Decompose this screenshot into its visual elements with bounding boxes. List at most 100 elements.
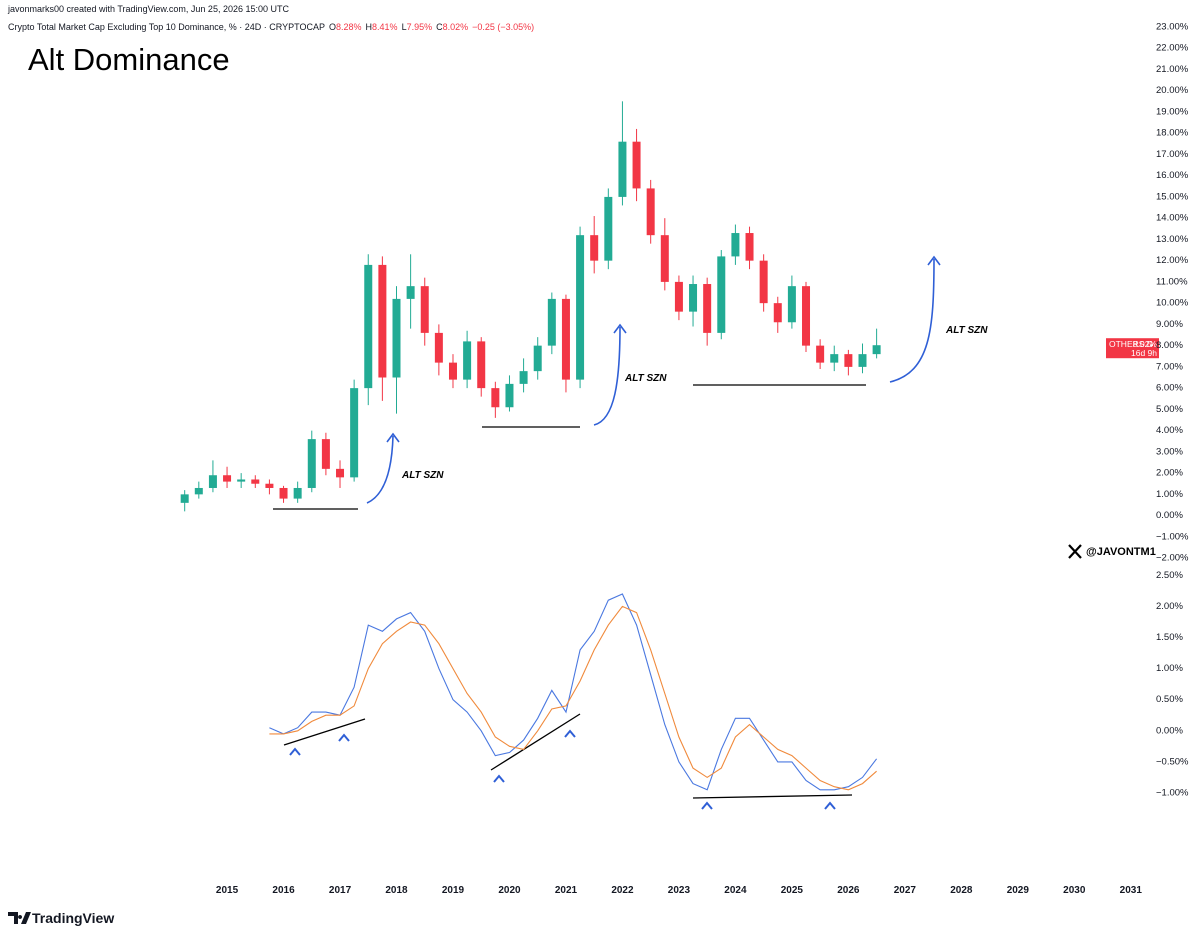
y-tick-label: 10.00% [1156,298,1189,309]
y-tick-label: 14.00% [1156,213,1189,224]
y-tick-label: 5.00% [1156,404,1183,415]
brand-name: TradingView [32,910,114,926]
candle-body [830,354,839,363]
candle-body [392,298,401,378]
y-tick-label: −2.00% [1156,553,1189,564]
y-tick-label: 16.00% [1156,170,1189,181]
annotation: ALT SZN [401,470,444,481]
candle-body [378,264,387,378]
candle-body [604,196,613,261]
x-tick-label: 2026 [837,885,860,896]
candle-body [802,286,811,346]
candle-body [703,284,712,333]
candle-body [787,286,796,323]
candle-body [717,256,726,333]
candle-body [321,439,330,469]
carets [289,729,836,810]
candle-body [773,303,782,323]
candle-body [844,354,853,367]
annotation: ALT SZN [624,373,667,384]
y-tick-label: 18.00% [1156,128,1189,139]
x-tick-label: 2024 [724,885,747,896]
trend-line [490,713,581,771]
x-tick-label: 2021 [555,885,578,896]
price-label: OTHERS.D 8.02% 16d 9h [1106,338,1159,359]
x-tick-label: 2030 [1063,885,1086,896]
price-label-countdown: 16d 9h [1131,348,1157,358]
trend-line [692,794,853,799]
legend-value: 8.28% [336,22,362,32]
legend-key: L [402,22,407,32]
y-tick-label: 0.50% [1156,694,1183,705]
chart-title: Alt Dominance [28,42,230,77]
candle-body [251,479,260,484]
y-tick-label: 4.00% [1156,425,1183,436]
legend-value: 8.02% [443,22,469,32]
arrow [889,255,941,383]
annotations [273,255,941,810]
arrow [593,323,627,426]
x-tick-label: 2016 [272,885,295,896]
candle-body [463,341,472,380]
creator: javonmarks00 created with TradingView.co… [7,4,289,14]
price-label-symbol: OTHERS.D [1109,339,1153,349]
candle-body [477,341,486,389]
y-tick-label: 2.00% [1156,468,1183,479]
candle-body [858,354,867,367]
y-tick-label: 20.00% [1156,85,1189,96]
legend-value: 7.95% [407,22,433,32]
series-line [269,593,878,791]
y-tick-label: 2.00% [1156,601,1183,612]
y-tick-label: 22.00% [1156,43,1189,54]
candle-body [646,188,655,236]
candle-body [293,487,302,499]
symbol-legend: Crypto Total Market Cap Excluding Top 10… [8,22,534,32]
y-tick-label: −1.00% [1156,787,1189,798]
candle-body [434,332,443,363]
handle: @JAVONTM1 [1086,546,1156,558]
candle-body [180,494,189,503]
ohlc-legend: O8.28% H8.41% L7.95% C8.02% [329,22,468,32]
y-tick-label: 2.50% [1156,570,1183,581]
x-tick-label: 2027 [894,885,917,896]
candle-body [689,284,698,312]
y-tick-label: 12.00% [1156,255,1189,266]
candle-body [448,362,457,380]
candle-body [519,371,528,384]
candle-body [816,345,825,363]
x-logo [1068,544,1082,559]
y-tick-label: 11.00% [1156,276,1188,287]
y-tick-label: −1.00% [1156,531,1189,542]
y-tick-label: 17.00% [1156,149,1189,160]
candle-body [237,479,246,482]
candle-body [336,468,345,478]
candle-body [208,475,217,488]
annotation: ALT SZN [945,325,988,336]
candle-body [590,235,599,261]
candle-body [745,233,754,261]
trend-line [283,718,366,746]
y-tick-label: 23.00% [1156,21,1189,32]
candle-body [618,141,627,197]
y-tick-label: 8.00% [1156,340,1183,351]
legend-key: C [436,22,443,32]
arrow [366,432,400,504]
y-tick-label: 6.00% [1156,383,1183,394]
series-line [269,605,877,791]
legend-key: H [366,22,373,32]
x-tick-label: 2028 [950,885,973,896]
x-tick-label: 2017 [329,885,352,896]
candle-body [364,264,373,389]
y-tick-label: 21.00% [1156,64,1189,75]
x-tick-label: 2022 [611,885,634,896]
candle-body [406,286,415,299]
candle-body [759,260,768,304]
candle-body [674,281,683,312]
x-tick-label: 2031 [1120,885,1143,896]
price-label-box [1106,338,1159,359]
x-tick-label: 2015 [216,885,239,896]
y-tick-label: 7.00% [1156,361,1183,372]
x-tick-label: 2018 [385,885,408,896]
y-tick-label: 1.00% [1156,663,1183,674]
